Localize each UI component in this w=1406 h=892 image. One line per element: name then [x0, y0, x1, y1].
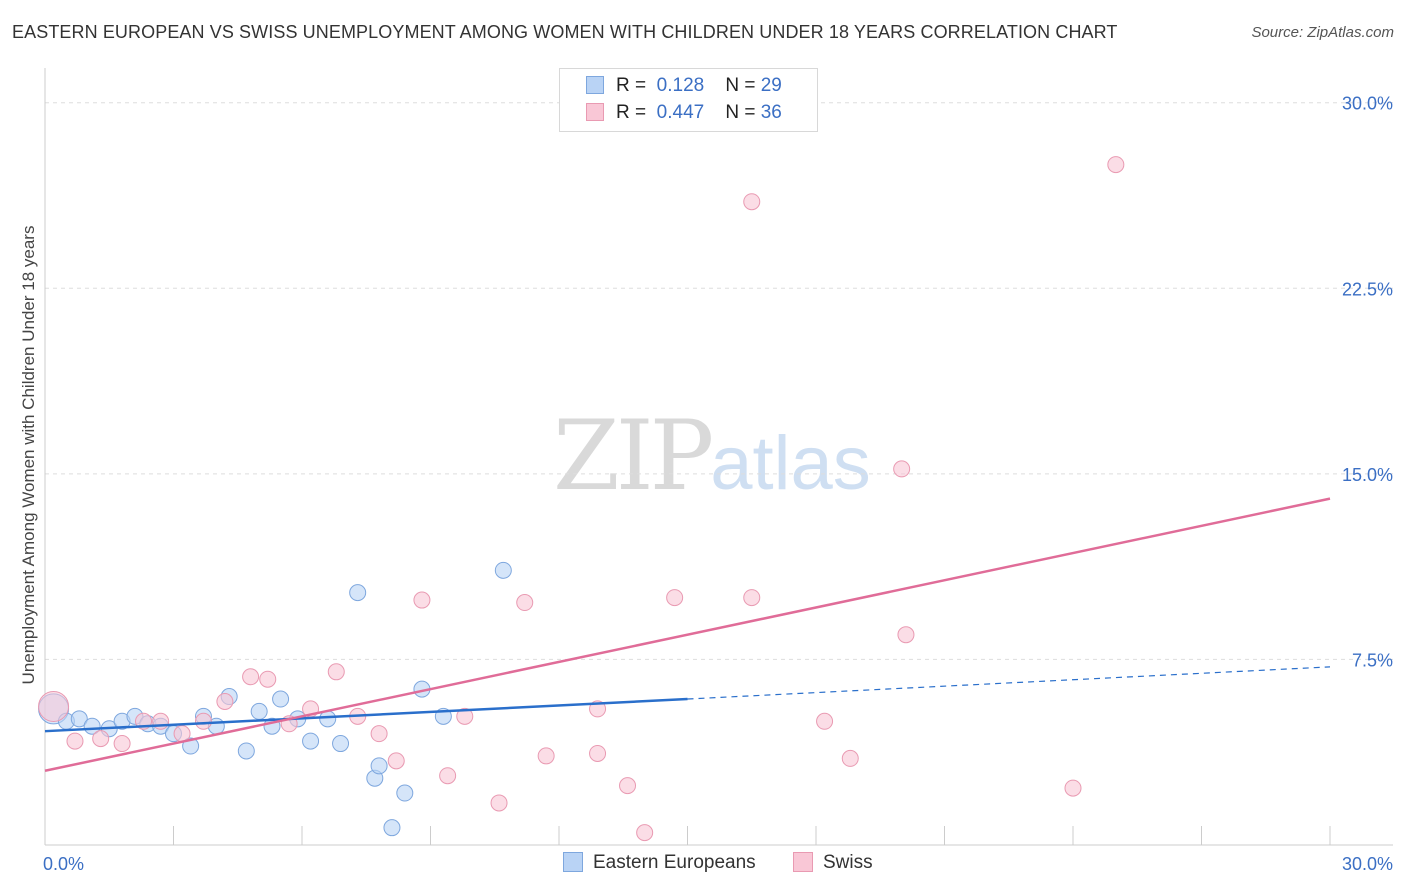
point-swiss — [636, 824, 654, 842]
n-label: N = — [725, 75, 756, 96]
point-eastern — [349, 584, 367, 602]
point-eastern — [272, 690, 290, 708]
stats-legend: R = 0.128 N = 29 R = 0.447 N = 36 — [559, 68, 818, 132]
point-swiss — [439, 767, 457, 785]
point-eastern — [396, 784, 414, 802]
watermark: ZIPatlas — [553, 400, 871, 512]
point-swiss — [327, 663, 345, 681]
y-tick-label: 22.5% — [1342, 279, 1393, 299]
point-swiss — [92, 730, 110, 748]
point-swiss — [841, 749, 859, 767]
n-label: N = — [725, 102, 756, 123]
point-swiss — [537, 747, 555, 765]
point-swiss — [516, 594, 534, 612]
point-swiss — [242, 668, 260, 686]
legend-label-eastern: Eastern Europeans — [593, 852, 756, 873]
legend-label-swiss: Swiss — [823, 852, 873, 873]
point-swiss — [743, 589, 761, 607]
point-eastern — [250, 702, 268, 720]
x-tick-label: 0.0% — [43, 854, 84, 874]
point-swiss — [113, 735, 131, 753]
n-value-eastern: 29 — [760, 75, 782, 96]
point-eastern — [494, 561, 512, 579]
point-swiss — [816, 712, 834, 730]
r-value-swiss: 0.447 — [656, 102, 705, 123]
point-eastern — [370, 757, 388, 775]
point-swiss — [259, 670, 277, 688]
trendline-eastern — [44, 697, 688, 733]
point-swiss — [387, 752, 405, 770]
point-eastern — [70, 710, 88, 728]
legend-item-swiss[interactable]: Swiss — [793, 852, 873, 874]
point-eastern — [302, 732, 320, 750]
y-tick-label: 15.0% — [1342, 465, 1393, 485]
point-swiss — [666, 589, 684, 607]
n-value-swiss: 36 — [760, 102, 782, 123]
point-eastern — [237, 742, 255, 760]
watermark-atlas: atlas — [710, 421, 871, 506]
point-swiss — [216, 692, 234, 710]
y-tick-label: 7.5% — [1352, 650, 1393, 670]
swiss-legend-swatch — [793, 852, 813, 872]
eastern-legend-swatch — [563, 852, 583, 872]
legend-item-eastern[interactable]: Eastern Europeans — [563, 852, 756, 874]
point-swiss — [897, 626, 915, 644]
y-tick-label: 30.0% — [1342, 94, 1393, 114]
stats-legend-row-eastern: R = 0.128 N = 29 — [586, 75, 782, 97]
point-swiss — [893, 460, 911, 478]
point-swiss — [370, 725, 388, 743]
point-swiss — [194, 712, 212, 730]
point-swiss — [619, 777, 637, 795]
point-swiss — [743, 193, 761, 211]
point-eastern — [332, 735, 350, 753]
x-tick-label: 30.0% — [1342, 854, 1393, 874]
point-swiss — [1064, 779, 1082, 797]
watermark-zip: ZIP — [553, 400, 714, 512]
point-swiss — [589, 744, 607, 762]
swiss-swatch — [586, 103, 604, 121]
point-swiss — [456, 707, 474, 725]
point-swiss — [66, 732, 84, 750]
eastern-swatch — [586, 76, 604, 94]
trendline-swiss — [44, 497, 1331, 772]
point-swiss — [38, 690, 70, 722]
source-label: Source: ZipAtlas.com — [1251, 24, 1394, 41]
chart-title: EASTERN EUROPEAN VS SWISS UNEMPLOYMENT A… — [12, 22, 1118, 42]
r-label: R = — [616, 102, 647, 123]
point-swiss — [413, 591, 431, 609]
point-eastern — [383, 819, 401, 837]
r-value-eastern: 0.128 — [656, 75, 705, 96]
y-axis-title: Unemployment Among Women with Children U… — [19, 225, 38, 685]
point-swiss — [490, 794, 508, 812]
stats-legend-row-swiss: R = 0.447 N = 36 — [586, 102, 782, 124]
r-label: R = — [616, 75, 647, 96]
trendline-extension-eastern — [687, 666, 1331, 700]
point-swiss — [173, 725, 191, 743]
point-swiss — [1107, 156, 1125, 174]
